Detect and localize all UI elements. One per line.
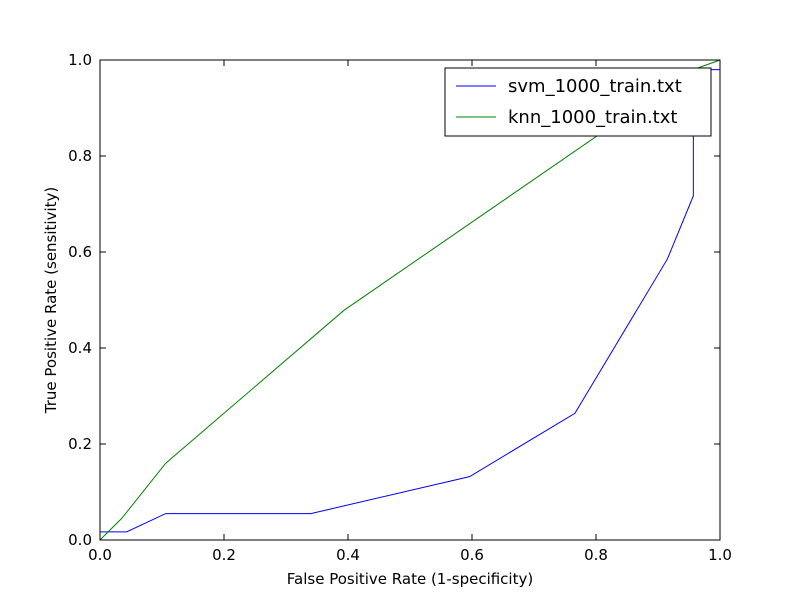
legend-label-knn: knn_1000_train.txt [508,107,677,128]
x-tick-label: 0.0 [88,546,112,564]
x-tick-label: 0.2 [212,546,236,564]
plot-frame [99,59,721,541]
x-tick-label: 0.4 [336,546,360,564]
y-tick-label: 1.0 [68,51,92,69]
x-axis-label: False Positive Rate (1-specificity) [287,570,533,588]
legend: svm_1000_train.txt knn_1000_train.txt [444,67,712,137]
x-tick-label: 0.6 [460,546,484,564]
x-tick-label: 0.8 [584,546,608,564]
x-tick-label: 1.0 [708,546,732,564]
legend-label-svm: svm_1000_train.txt [508,76,682,97]
y-tick-label: 0.8 [68,147,92,165]
axis-ticks: 0.0 0.2 0.4 0.6 0.8 1.0 0.0 0.2 0.4 0.6 0.8 1.0 [68,51,732,564]
y-tick-label: 0.2 [68,435,92,453]
y-tick-label: 0.4 [68,339,92,357]
y-tick-label: 0.6 [68,243,92,261]
y-tick-label: 0.0 [68,531,92,549]
y-axis-label: True Positive Rate (sensitivity) [42,187,60,414]
legend-box [444,67,712,137]
